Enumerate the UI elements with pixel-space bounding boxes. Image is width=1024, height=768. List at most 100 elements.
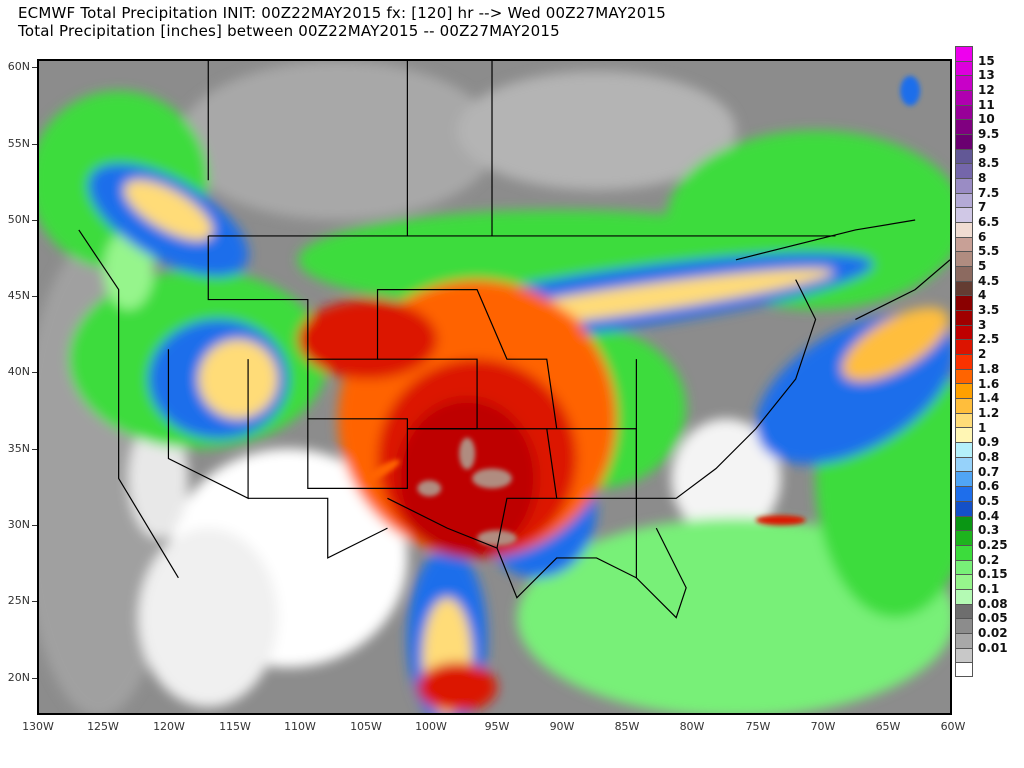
colorbar-swatch xyxy=(955,544,973,560)
colorbar-label: 0.9 xyxy=(978,435,1000,450)
colorbar-swatch xyxy=(955,530,973,545)
colorbar-label: 4 xyxy=(978,288,987,303)
colorbar-swatch xyxy=(955,60,973,76)
colorbar-swatch xyxy=(955,383,973,399)
colorbar-label: 0.7 xyxy=(978,464,1000,479)
colorbar-label: 13 xyxy=(978,68,995,83)
lat-tick xyxy=(32,220,37,221)
colorbar-label: 0.8 xyxy=(978,449,1000,464)
lon-label: 90W xyxy=(549,720,575,733)
colorbar-swatch xyxy=(955,163,973,179)
lat-tick xyxy=(32,525,37,526)
lat-label: 40N xyxy=(7,365,30,378)
colorbar-swatch xyxy=(955,134,973,149)
colorbar-swatch xyxy=(955,178,973,193)
lat-label: 55N xyxy=(7,137,30,150)
colorbar-swatch xyxy=(955,618,973,633)
colorbar-swatch xyxy=(955,574,973,589)
colorbar-swatch xyxy=(955,192,973,208)
colorbar-label: 3.5 xyxy=(978,303,1000,318)
colorbar-swatch xyxy=(955,500,973,516)
colorbar-swatch xyxy=(955,236,973,252)
colorbar-swatch xyxy=(955,339,973,355)
colorbar-swatch xyxy=(955,310,973,325)
colorbar-label: 1.6 xyxy=(978,376,1000,391)
colorbar-swatch xyxy=(955,442,973,457)
lon-label: 70W xyxy=(810,720,836,733)
colorbar-swatch xyxy=(955,354,973,369)
lon-label: 95W xyxy=(484,720,510,733)
colorbar-swatch xyxy=(955,207,973,223)
colorbar-label: 0.01 xyxy=(978,640,1008,655)
colorbar-swatch xyxy=(955,559,973,575)
colorbar-label: 11 xyxy=(978,97,995,112)
colorbar-label: 0.25 xyxy=(978,537,1008,552)
colorbar-label: 5 xyxy=(978,259,987,274)
colorbar-swatch xyxy=(955,471,973,487)
colorbar-legend xyxy=(955,46,973,677)
lon-label: 60W xyxy=(940,720,966,733)
colorbar-swatch xyxy=(955,398,973,413)
lat-label: 35N xyxy=(7,442,30,455)
lat-label: 30N xyxy=(7,518,30,531)
colorbar-swatch xyxy=(955,324,973,340)
colorbar-swatch xyxy=(955,90,973,105)
lat-label: 25N xyxy=(7,594,30,607)
colorbar-label: 6 xyxy=(978,229,987,244)
lat-tick xyxy=(32,296,37,297)
colorbar-swatch xyxy=(955,412,973,428)
colorbar-swatch xyxy=(955,662,973,677)
lon-label: 105W xyxy=(350,720,382,733)
colorbar-label: 1.8 xyxy=(978,361,1000,376)
lat-label: 50N xyxy=(7,213,30,226)
colorbar-label: 1.4 xyxy=(978,391,1000,406)
colorbar-label: 12 xyxy=(978,83,995,98)
colorbar-label: 9 xyxy=(978,141,987,156)
colorbar-label: 15 xyxy=(978,53,995,68)
colorbar-swatch xyxy=(955,280,973,296)
colorbar-label: 2 xyxy=(978,347,987,362)
lat-tick xyxy=(32,144,37,145)
colorbar-label: 1 xyxy=(978,420,987,435)
colorbar-label: 0.05 xyxy=(978,611,1008,626)
lat-tick xyxy=(32,67,37,68)
colorbar-swatch xyxy=(955,148,973,164)
colorbar-swatch xyxy=(955,266,973,281)
colorbar-label: 0.08 xyxy=(978,596,1008,611)
lon-label: 65W xyxy=(875,720,901,733)
chart-title: ECMWF Total Precipitation INIT: 00Z22MAY… xyxy=(18,4,667,22)
lat-label: 45N xyxy=(7,289,30,302)
lat-tick xyxy=(32,678,37,679)
colorbar-swatch xyxy=(955,427,973,443)
lat-label: 60N xyxy=(7,60,30,73)
colorbar-label: 8.5 xyxy=(978,156,1000,171)
lon-label: 110W xyxy=(284,720,316,733)
colorbar-swatch xyxy=(955,515,973,531)
colorbar-label: 9.5 xyxy=(978,127,1000,142)
lat-tick xyxy=(32,601,37,602)
lon-label: 75W xyxy=(745,720,771,733)
colorbar-swatch xyxy=(955,368,973,384)
colorbar-swatch xyxy=(955,632,973,648)
colorbar-label: 0.15 xyxy=(978,567,1008,582)
colorbar-label: 1.2 xyxy=(978,405,1000,420)
colorbar-label: 5.5 xyxy=(978,244,1000,259)
colorbar-swatch xyxy=(955,603,973,619)
lon-label: 125W xyxy=(87,720,119,733)
colorbar-label: 0.6 xyxy=(978,479,1000,494)
colorbar-swatch xyxy=(955,456,973,472)
colorbar-label: 7 xyxy=(978,200,987,215)
colorbar-label: 7.5 xyxy=(978,185,1000,200)
colorbar-label: 8 xyxy=(978,171,987,186)
colorbar-swatch xyxy=(955,46,973,61)
lon-label: 80W xyxy=(679,720,705,733)
lat-tick xyxy=(32,449,37,450)
lat-tick xyxy=(32,372,37,373)
colorbar-label: 2.5 xyxy=(978,332,1000,347)
colorbar-swatch xyxy=(955,104,973,120)
colorbar-swatch xyxy=(955,486,973,501)
colorbar-label: 4.5 xyxy=(978,273,1000,288)
precip-field xyxy=(39,61,950,713)
colorbar-label: 0.1 xyxy=(978,581,1000,596)
colorbar-swatch xyxy=(955,222,973,237)
